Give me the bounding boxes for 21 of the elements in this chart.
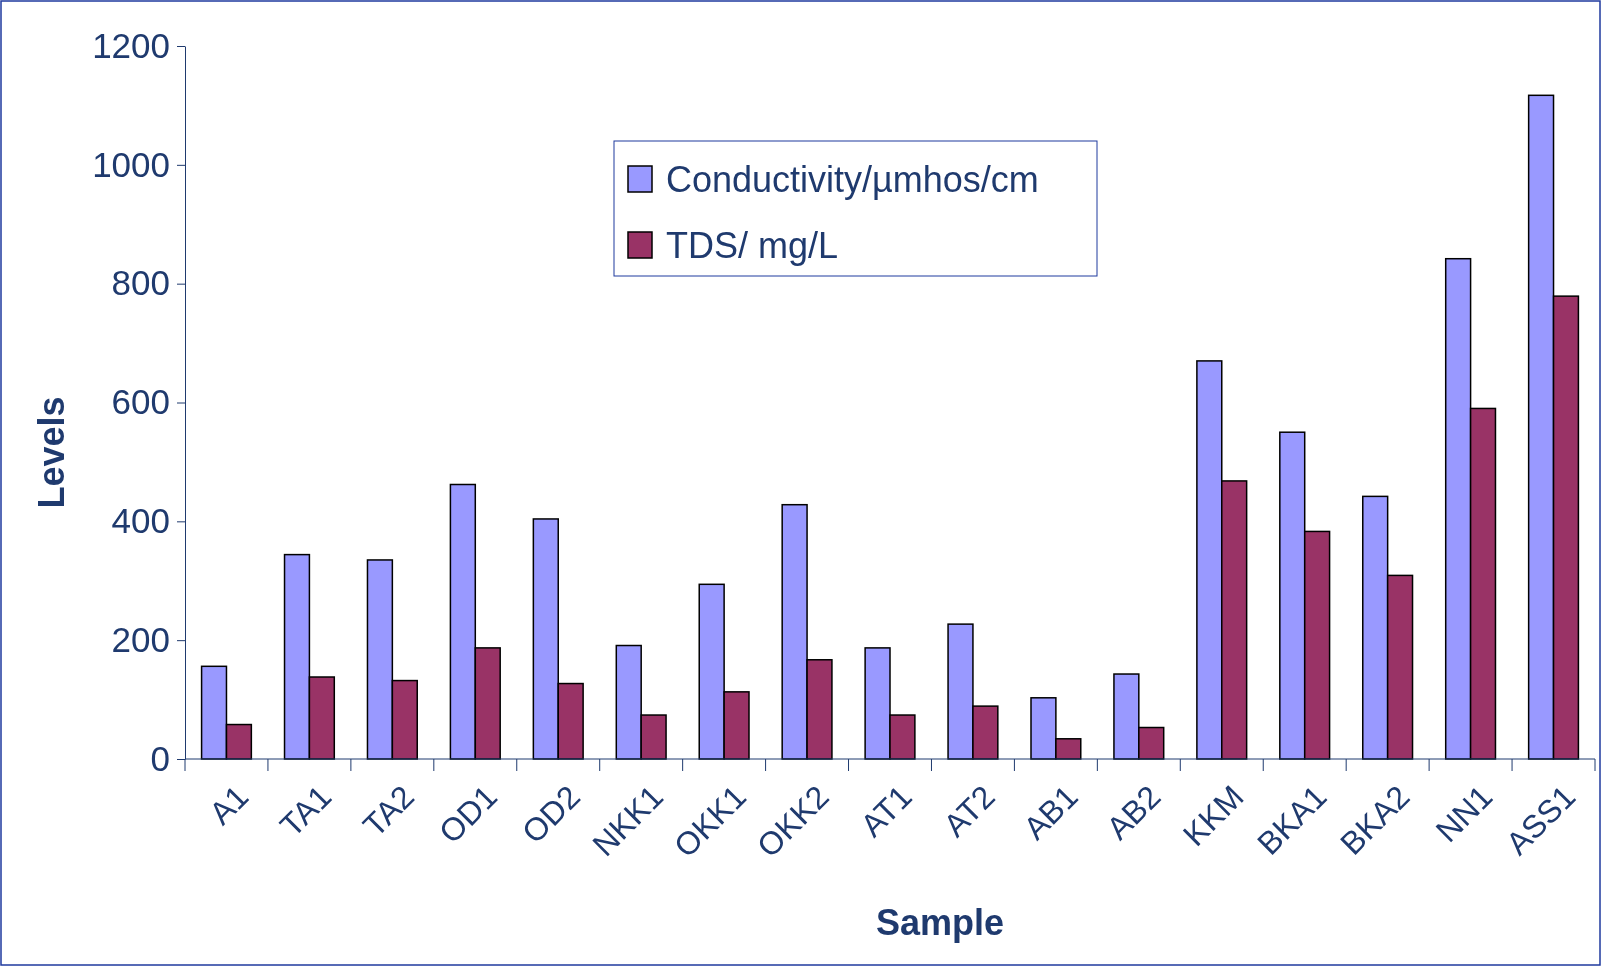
y-tick-label: 800 bbox=[111, 263, 170, 303]
y-tick-label: 1200 bbox=[92, 25, 170, 65]
x-tick-label: AB1 bbox=[1016, 778, 1085, 847]
x-tick-label: A1 bbox=[202, 778, 256, 832]
y-tick-label: 600 bbox=[111, 382, 170, 422]
legend-label: Conductivity/µmhos/cm bbox=[666, 158, 1039, 200]
x-tick-label: TA2 bbox=[355, 778, 422, 844]
y-tick-label: 0 bbox=[150, 738, 170, 778]
x-tick-label: AT1 bbox=[853, 778, 919, 844]
x-axis-title: Sample bbox=[875, 902, 1005, 943]
x-tick-label: NN1 bbox=[1428, 778, 1500, 850]
x-tick-label: AB2 bbox=[1099, 778, 1168, 847]
x-tick-label: TA1 bbox=[272, 778, 339, 844]
y-tick-label: 400 bbox=[111, 501, 170, 541]
y-tick-label: 1000 bbox=[92, 144, 170, 184]
x-tick-label: OD1 bbox=[432, 778, 505, 851]
y-tick-label: 200 bbox=[111, 619, 170, 659]
x-tick-label: OD2 bbox=[515, 778, 588, 851]
legend-label: TDS/ mg/L bbox=[666, 224, 839, 266]
y-axis-title: Levels bbox=[31, 396, 72, 509]
x-tick-label: AT2 bbox=[936, 778, 1002, 844]
